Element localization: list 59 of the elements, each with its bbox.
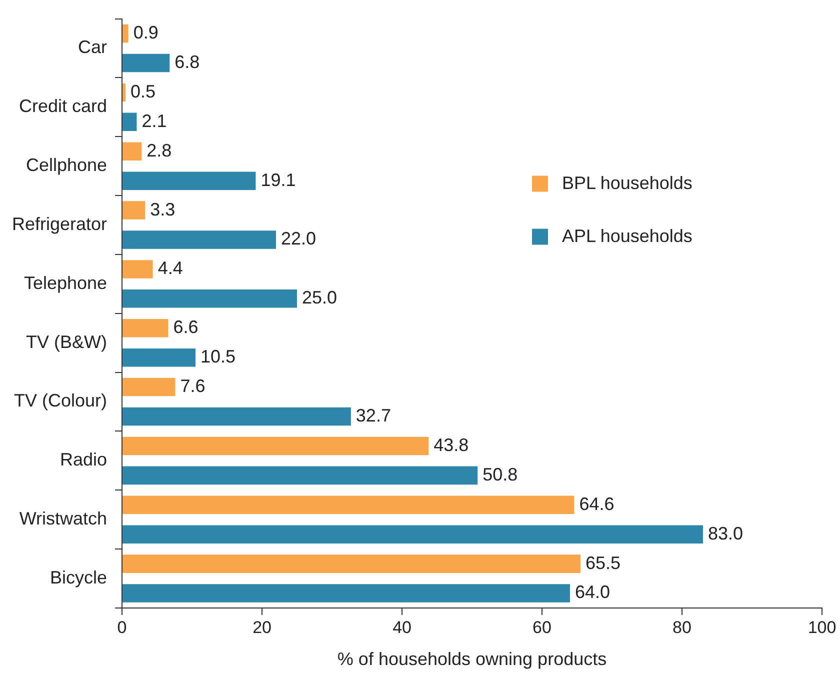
x-tick-label: 100: [808, 618, 836, 637]
data-label: 64.6: [579, 494, 614, 514]
y-tick-label: Car: [78, 37, 108, 58]
x-tick-label: 60: [532, 618, 552, 637]
data-label: 4.4: [158, 258, 183, 278]
data-label: 2.8: [146, 140, 172, 160]
x-tick-label: 80: [672, 618, 692, 637]
x-tick-label: 40: [392, 618, 412, 637]
bar: [122, 112, 137, 132]
bar: [122, 230, 276, 249]
data-label: 43.8: [434, 434, 469, 455]
x-tick-label: 0: [117, 618, 127, 637]
bar: [122, 172, 256, 190]
data-label: 2.1: [142, 110, 167, 131]
bar: [122, 83, 126, 102]
data-label: 0.9: [133, 22, 158, 42]
legend-label: BPL households: [562, 172, 692, 193]
bar: [122, 554, 581, 573]
data-label: 65.5: [586, 552, 621, 573]
bar: [122, 348, 196, 367]
bar: [122, 407, 351, 426]
y-tick-label: TV (Colour): [14, 390, 108, 411]
data-label: 3.3: [150, 199, 176, 220]
y-tick-label: Telephone: [24, 272, 108, 293]
bar: [122, 466, 478, 485]
bar: [122, 525, 704, 544]
data-label: 25.0: [302, 288, 338, 308]
data-label: 64.0: [575, 582, 610, 602]
x-axis-title: % of households owning products: [337, 649, 607, 670]
data-label: 83.0: [708, 523, 744, 544]
bar: [122, 260, 153, 278]
bar: [122, 584, 570, 602]
data-label: 50.8: [482, 464, 518, 484]
data-label: 6.6: [173, 317, 198, 338]
bar: [122, 142, 142, 161]
bar: [122, 24, 128, 43]
y-tick-label: Wristwatch: [19, 508, 108, 529]
bar: [122, 436, 429, 456]
y-tick-label: Radio: [60, 450, 108, 470]
bar: [122, 290, 298, 308]
data-label: 7.6: [180, 376, 206, 396]
bar: [122, 319, 168, 338]
y-tick-label: TV (B&W): [26, 332, 108, 352]
data-label: 0.5: [130, 81, 156, 102]
y-tick-label: Bicycle: [50, 568, 108, 588]
data-label: 22.0: [281, 228, 316, 249]
data-label: 19.1: [260, 170, 296, 190]
bar: [122, 378, 176, 396]
bar: [122, 54, 170, 72]
x-tick-label: 20: [252, 618, 272, 637]
data-label: 32.7: [356, 405, 391, 426]
y-tick-label: Cellphone: [26, 155, 108, 176]
data-label: 6.8: [174, 52, 200, 72]
bar: [122, 496, 574, 514]
y-tick-label: Refrigerator: [12, 214, 108, 234]
data-label: 10.5: [200, 346, 236, 367]
legend-label: APL households: [562, 226, 692, 246]
y-tick-label: Credit card: [19, 96, 108, 116]
bar: [122, 201, 146, 220]
